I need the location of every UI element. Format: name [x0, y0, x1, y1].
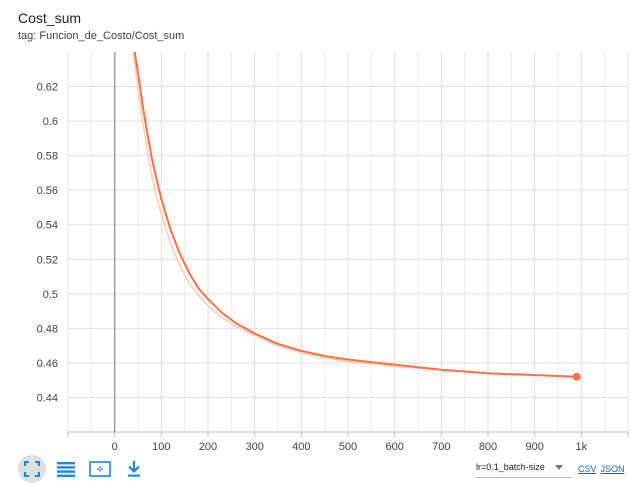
y-tick-label: 0.52: [37, 254, 58, 266]
fit-domain-button[interactable]: [18, 455, 46, 483]
x-tick-label: 100: [152, 441, 170, 453]
run-selector-underline: [476, 477, 572, 478]
y-tick-label: 0.54: [37, 220, 58, 232]
x-tick-label: 0: [112, 441, 118, 453]
x-tick-label: 700: [432, 441, 450, 453]
y-tick-label: 0.58: [37, 151, 58, 163]
raw-series-line: [132, 52, 577, 378]
smoothed-series-line: [133, 52, 577, 378]
x-tick-label: 400: [292, 441, 310, 453]
run-selector-value: lr=0.1_batch-size: [476, 462, 545, 472]
zoom-selection-button[interactable]: [86, 455, 114, 483]
download-button[interactable]: [120, 455, 148, 483]
json-link[interactable]: JSON: [600, 464, 625, 474]
y-tick-label: 0.5: [43, 289, 58, 301]
x-tick-label: 1k: [576, 441, 588, 453]
chart-toolbar: [18, 454, 148, 484]
last-point-marker: [572, 372, 581, 381]
zoom-selection-icon: [89, 461, 111, 477]
csv-link[interactable]: CSV: [578, 464, 597, 474]
x-tick-label: 600: [385, 441, 403, 453]
y-tick-label: 0.46: [37, 358, 58, 370]
y-tick-label: 0.6: [43, 116, 58, 128]
x-tick-label: 500: [339, 441, 357, 453]
x-tick-label: 200: [199, 441, 217, 453]
chart-tag: tag: Funcion_de_Costo/Cost_sum: [18, 30, 185, 42]
x-tick-label: 800: [479, 441, 497, 453]
download-links: CSV JSON: [578, 464, 625, 474]
y-tick-label: 0.62: [37, 82, 58, 94]
chevron-down-icon: [554, 464, 563, 470]
fit-domain-icon: [24, 461, 40, 477]
x-tick-label: 900: [525, 441, 543, 453]
y-tick-label: 0.48: [37, 323, 58, 335]
run-selector[interactable]: lr=0.1_batch-size: [476, 462, 563, 472]
toggle-log-scale-button[interactable]: [52, 455, 80, 483]
y-tick-label: 0.56: [37, 185, 58, 197]
y-tick-label: 0.44: [37, 392, 58, 404]
x-tick-label: 300: [245, 441, 263, 453]
download-icon: [128, 461, 140, 477]
toggle-log-scale-icon: [57, 462, 75, 477]
chart-title: Cost_sum: [18, 10, 82, 26]
